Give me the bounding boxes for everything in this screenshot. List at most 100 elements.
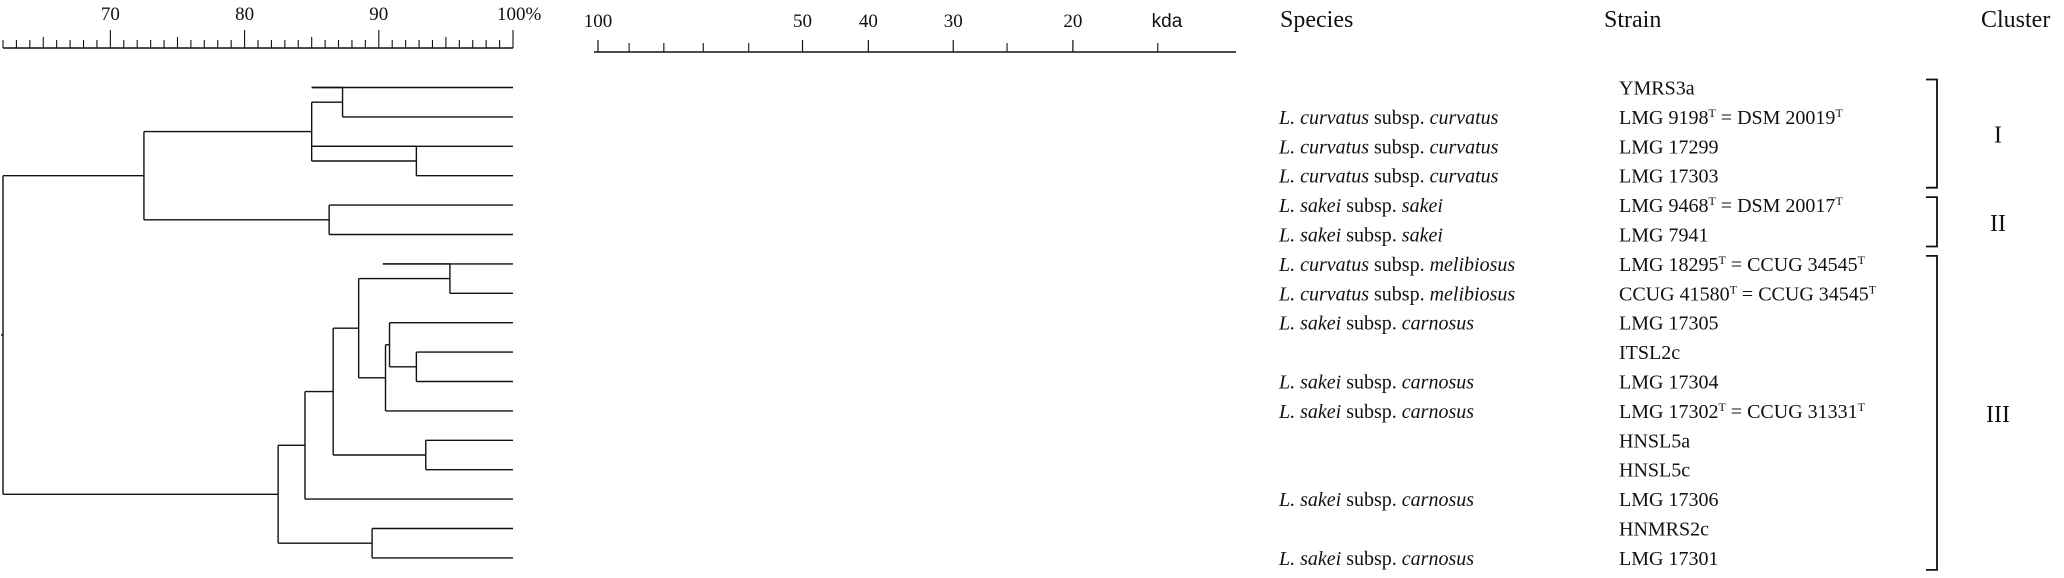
strain-label: LMG 9468T = DSM 20017T <box>1619 194 1843 217</box>
species-epithet: carnosus <box>1402 489 1474 511</box>
strain-label: LMG 17302T = CCUG 31331T <box>1619 400 1866 423</box>
mw-unit-label: kda <box>1152 11 1183 32</box>
similarity-tick-label: 90 <box>369 4 388 25</box>
species-label: L. curvatus subsp. curvatus <box>1278 107 1499 129</box>
strain-label: LMG 18295T = CCUG 34545T <box>1619 253 1866 276</box>
similarity-tick-label: 100% <box>497 4 542 25</box>
strain-text: CCUG 41580 <box>1619 283 1730 305</box>
species-epithet: carnosus <box>1402 372 1474 394</box>
type-strain-superscript: T <box>1858 400 1866 414</box>
strain-text: YMRS3a <box>1619 78 1695 100</box>
mw-tick-label: 20 <box>1063 11 1082 32</box>
species-header: Species <box>1280 7 1353 33</box>
species-epithet: melibiosus <box>1430 254 1516 276</box>
species-subsp: subsp. <box>1341 195 1402 217</box>
type-strain-superscript: T <box>1835 106 1843 120</box>
strain-label: LMG 17303 <box>1619 166 1718 188</box>
species-epithet: carnosus <box>1402 313 1474 335</box>
strain-text: LMG 17299 <box>1619 136 1718 158</box>
strain-text: LMG 7941 <box>1619 225 1708 247</box>
strain-label: LMG 17305 <box>1619 313 1718 335</box>
species-subsp: subsp. <box>1341 548 1402 570</box>
strain-text: LMG 17301 <box>1619 548 1718 570</box>
species-genus: L. curvatus <box>1278 136 1369 158</box>
species-subsp: subsp. <box>1341 372 1402 394</box>
strain-text: = DSM 20019 <box>1716 107 1836 129</box>
species-subsp: subsp. <box>1369 136 1430 158</box>
similarity-tick-label: 80 <box>235 4 254 25</box>
strain-text: = CCUG 34545 <box>1726 254 1858 276</box>
species-epithet: curvatus <box>1430 107 1499 129</box>
cluster-bracket <box>1926 255 1938 571</box>
type-strain-superscript: T <box>1858 253 1866 267</box>
species-label: L. sakei subsp. carnosus <box>1278 372 1474 394</box>
similarity-tick-label: 70 <box>101 4 120 25</box>
strain-text: HNMRS2c <box>1619 519 1709 541</box>
strain-label: LMG 17301 <box>1619 548 1718 570</box>
species-subsp: subsp. <box>1369 283 1430 305</box>
strain-label: LMG 17299 <box>1619 136 1718 158</box>
species-epithet: carnosus <box>1402 401 1474 423</box>
strain-label: LMG 9198T = DSM 20019T <box>1619 106 1843 129</box>
species-subsp: subsp. <box>1369 107 1430 129</box>
type-strain-superscript: T <box>1730 282 1738 296</box>
strain-label: HNSL5c <box>1619 460 1690 482</box>
species-epithet: sakei <box>1402 195 1443 217</box>
species-subsp: subsp. <box>1341 489 1402 511</box>
species-epithet: curvatus <box>1430 166 1499 188</box>
strain-label: LMG 17304 <box>1619 372 1718 394</box>
strain-label: LMG 7941 <box>1619 225 1708 247</box>
strain-text: LMG 17302 <box>1619 401 1718 423</box>
species-genus: L. sakei <box>1278 489 1341 511</box>
species-label: L. sakei subsp. sakei <box>1278 195 1443 217</box>
type-strain-superscript: T <box>1718 253 1726 267</box>
row-labels: YMRS3a L. curvatus subsp. curvatus LMG 919… <box>1278 78 1877 570</box>
strain-label: HNSL5a <box>1619 430 1690 452</box>
species-label: L. curvatus subsp. melibiosus <box>1278 283 1515 305</box>
species-genus: L. sakei <box>1278 313 1341 335</box>
species-epithet: carnosus <box>1402 548 1474 570</box>
cluster-bracket <box>1926 196 1938 248</box>
strain-header: Strain <box>1604 7 1661 33</box>
species-epithet: curvatus <box>1430 136 1499 158</box>
strain-label: ITSL2c <box>1619 342 1680 364</box>
cluster-bracket <box>1926 78 1938 189</box>
mw-tick-label: 40 <box>859 11 878 32</box>
cluster-label: III <box>1986 402 2010 428</box>
strain-text: = CCUG 34545 <box>1737 283 1869 305</box>
species-genus: L. curvatus <box>1278 107 1369 129</box>
species-subsp: subsp. <box>1369 166 1430 188</box>
strain-text: HNSL5c <box>1619 460 1690 482</box>
column-headers: Species Strain Cluster <box>1280 7 2050 33</box>
strain-text: = CCUG 31331 <box>1726 401 1858 423</box>
species-label: L. curvatus subsp. curvatus <box>1278 166 1499 188</box>
strain-text: LMG 17303 <box>1619 166 1718 188</box>
type-strain-superscript: T <box>1835 194 1843 208</box>
strain-text: ITSL2c <box>1619 342 1680 364</box>
species-label: L. sakei subsp. carnosus <box>1278 548 1474 570</box>
species-subsp: subsp. <box>1369 254 1430 276</box>
cluster-label: I <box>1994 123 2002 149</box>
species-genus: L. curvatus <box>1278 166 1369 188</box>
species-subsp: subsp. <box>1341 225 1402 247</box>
species-label: L. sakei subsp. carnosus <box>1278 313 1474 335</box>
mw-tick-label: 100 <box>584 11 613 32</box>
type-strain-superscript: T <box>1708 194 1716 208</box>
strain-text: LMG 17305 <box>1619 313 1718 335</box>
species-genus: L. sakei <box>1278 548 1341 570</box>
cluster-header: Cluster <box>1981 7 2050 33</box>
mw-tick-label: 50 <box>793 11 812 32</box>
molecular-weight-axis: 100 50 40 30 20 kda <box>584 11 1236 53</box>
type-strain-superscript: T <box>1708 106 1716 120</box>
strain-label: HNMRS2c <box>1619 519 1709 541</box>
strain-label: LMG 17306 <box>1619 489 1718 511</box>
species-subsp: subsp. <box>1341 401 1402 423</box>
species-genus: L. sakei <box>1278 372 1341 394</box>
strain-text: LMG 17306 <box>1619 489 1718 511</box>
species-label: L. sakei subsp. sakei <box>1278 225 1443 247</box>
strain-text: LMG 9468 <box>1619 195 1708 217</box>
species-genus: L. curvatus <box>1278 254 1369 276</box>
species-epithet: sakei <box>1402 225 1443 247</box>
